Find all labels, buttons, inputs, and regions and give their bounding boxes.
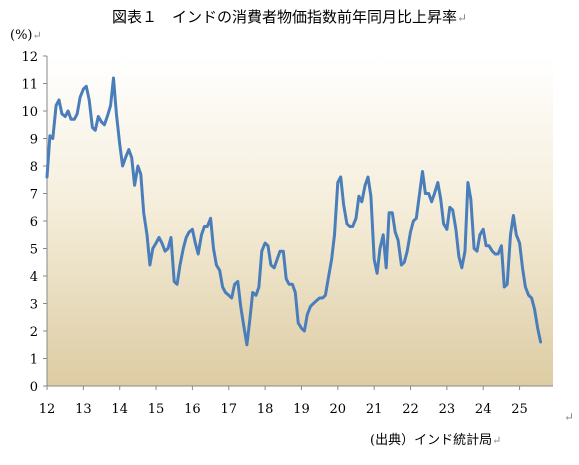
- return-mark-icon: ↵: [32, 29, 42, 42]
- return-mark-icon: ↵: [456, 11, 468, 25]
- x-tick-label: 23: [439, 402, 456, 417]
- source-note: (出典）インド統計局↵: [370, 429, 501, 448]
- y-axis-label: (%)↵: [10, 28, 42, 43]
- x-tick-label: 25: [511, 402, 528, 417]
- y-tick-label: 9: [30, 133, 38, 148]
- y-tick-label: 6: [30, 215, 38, 230]
- x-tick-label: 22: [402, 402, 419, 417]
- y-tick-label: 12: [21, 50, 38, 65]
- x-tick-label: 18: [257, 402, 274, 417]
- x-tick-label: 16: [184, 402, 201, 417]
- x-tick-label: 24: [475, 402, 492, 417]
- x-tick-label: 17: [220, 402, 237, 417]
- x-tick-label: 21: [366, 402, 383, 417]
- x-tick-label: 19: [293, 402, 310, 417]
- y-tick-label: 10: [21, 105, 38, 120]
- return-mark-icon: ↵: [492, 434, 502, 447]
- y-tick-label: 8: [30, 160, 38, 175]
- plot-area: [47, 56, 553, 386]
- source-note-text: (出典）インド統計局: [370, 433, 493, 448]
- x-tick-label: 15: [148, 402, 165, 417]
- x-tick-label: 20: [330, 402, 347, 417]
- y-tick-label: 5: [30, 243, 38, 258]
- y-tick-label: 3: [30, 298, 38, 313]
- y-axis-label-text: (%): [10, 28, 33, 43]
- series-layer: [45, 76, 543, 347]
- y-tick-label: 7: [30, 188, 38, 203]
- x-tick-label: 12: [39, 402, 56, 417]
- return-mark-icon: ↵: [564, 410, 575, 424]
- x-tick-label: 13: [75, 402, 92, 417]
- chart-title-text: 図表１ インドの消費者物価指数前年同月比上昇率: [111, 8, 457, 26]
- y-tick-label: 0: [30, 380, 38, 395]
- x-axis: 12 13 14 15 16 17 18 19 20 21 22 23 24 25: [39, 386, 528, 417]
- series-line: [45, 76, 543, 347]
- y-tick-label: 1: [30, 353, 38, 368]
- chart-title: 図表１ インドの消費者物価指数前年同月比上昇率↵: [0, 6, 579, 27]
- y-tick-label: 2: [30, 325, 38, 340]
- y-tick-label: 11: [21, 78, 38, 93]
- x-tick-label: 14: [111, 402, 128, 417]
- y-tick-label: 4: [30, 270, 38, 285]
